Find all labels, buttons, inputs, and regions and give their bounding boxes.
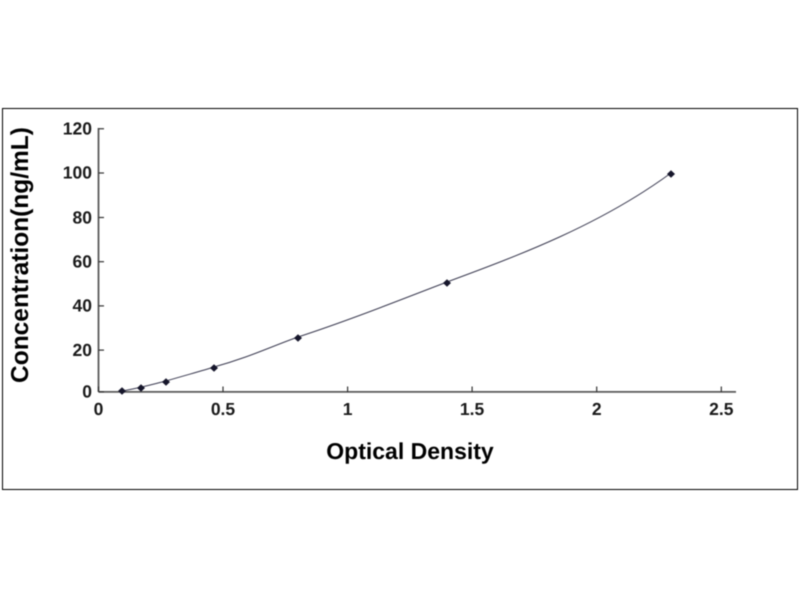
svg-text:2: 2 bbox=[592, 399, 602, 419]
svg-text:2.5: 2.5 bbox=[709, 399, 734, 419]
svg-text:60: 60 bbox=[73, 252, 93, 272]
svg-text:80: 80 bbox=[73, 207, 93, 227]
svg-text:1.5: 1.5 bbox=[460, 399, 485, 419]
svg-text:0.5: 0.5 bbox=[211, 399, 236, 419]
svg-text:1: 1 bbox=[343, 399, 353, 419]
svg-text:40: 40 bbox=[73, 296, 93, 316]
svg-text:0: 0 bbox=[82, 382, 92, 402]
svg-text:120: 120 bbox=[63, 119, 92, 139]
svg-text:Concentration(ng/mL): Concentration(ng/mL) bbox=[7, 127, 34, 383]
svg-text:0: 0 bbox=[94, 399, 104, 419]
svg-text:100: 100 bbox=[63, 163, 92, 183]
svg-text:Optical Density: Optical Density bbox=[326, 438, 494, 464]
svg-text:20: 20 bbox=[73, 340, 93, 360]
